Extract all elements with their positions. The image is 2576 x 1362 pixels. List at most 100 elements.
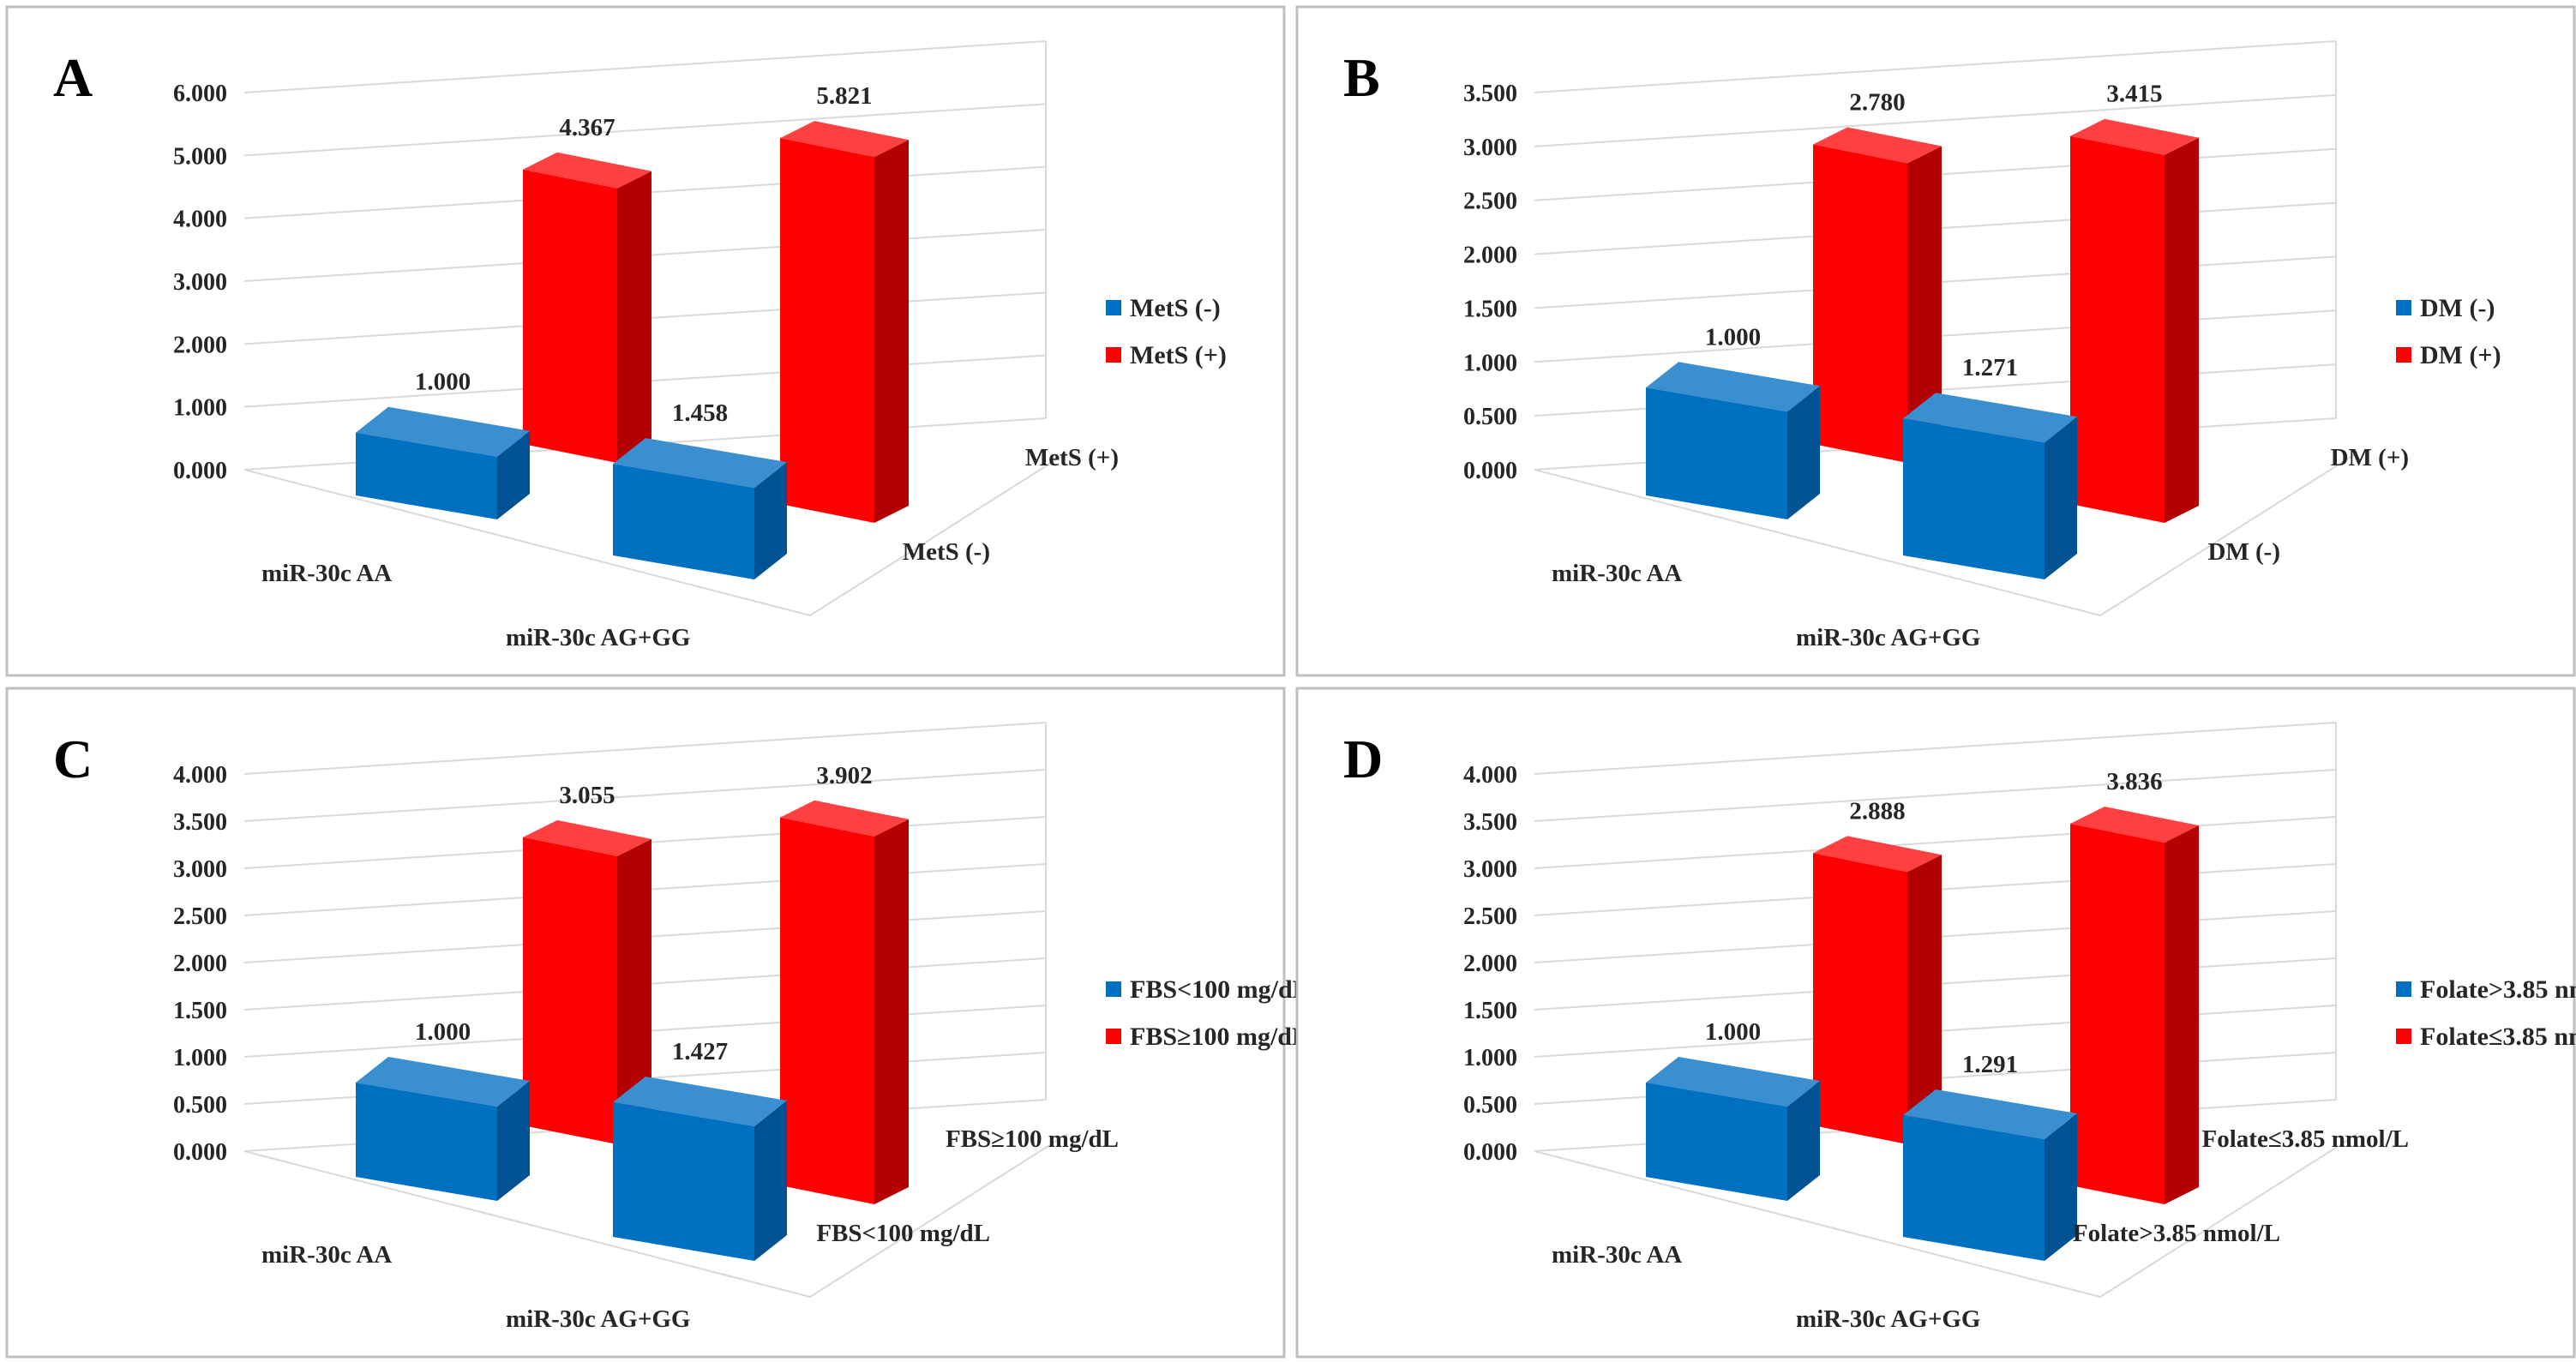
bar-top <box>2070 118 2199 155</box>
data-label: 3.055 <box>559 782 615 809</box>
legend-swatch <box>1106 347 1121 363</box>
legend-entry: Folate>3.85 nmol/L <box>2420 975 2576 1004</box>
bar-front <box>780 817 874 1204</box>
x-category-label: miR-30c AA <box>1552 1241 1682 1269</box>
bar-front <box>613 1102 754 1261</box>
y-tick-label: 0.000 <box>173 1139 227 1166</box>
y-tick-label: 3.500 <box>1463 809 1517 836</box>
y-tick-label: 2.000 <box>173 332 227 358</box>
legend-swatch <box>2396 981 2411 997</box>
x-category-label: miR-30c AG+GG <box>1796 624 1980 651</box>
data-label: 1.000 <box>415 369 471 396</box>
gridline <box>1534 40 2337 93</box>
bar-side <box>1907 146 1942 463</box>
bar-series0-cat1 <box>613 438 787 579</box>
data-label: 1.427 <box>672 1038 728 1065</box>
panel-b: 0.000 0.500 1.000 1.500 2.000 2.500 3.000 3.500… <box>1295 5 2576 677</box>
bar-top <box>1903 393 2077 443</box>
bar-top <box>613 438 787 489</box>
data-label: 1.291 <box>1962 1051 2018 1078</box>
x-category-label: miR-30c AA <box>261 1241 392 1269</box>
data-label: 1.458 <box>672 399 728 427</box>
bar-side <box>497 1081 530 1201</box>
bar-series0-cat1 <box>1903 393 2077 579</box>
y-tick-label: 2.500 <box>1463 189 1517 215</box>
legend-swatch <box>1106 300 1121 315</box>
bar-side <box>874 140 909 523</box>
bar-series1-cat1 <box>780 800 909 1204</box>
bar-series1-cat0 <box>1813 127 1942 463</box>
floor-edge <box>243 452 1068 617</box>
panel-label: D <box>1343 729 1383 789</box>
gridline <box>1534 93 2337 147</box>
y-tick-label: 3.000 <box>1463 135 1517 161</box>
y-tick-label: 4.000 <box>173 207 227 233</box>
floor-edge <box>1534 452 2358 617</box>
panel-label: C <box>53 729 93 789</box>
bar-front <box>1646 1083 1787 1201</box>
y-tick-label: 1.000 <box>173 395 227 422</box>
bar-side <box>2045 1113 2077 1261</box>
floor-edge <box>1534 1133 2358 1299</box>
y-tick-label: 3.500 <box>173 809 227 836</box>
panel-a: 0.000 1.000 2.000 3.000 4.000 5.000 6.000 4.367… <box>5 5 1286 677</box>
data-label: 2.888 <box>1849 797 1905 825</box>
bar-front <box>2070 135 2165 523</box>
y-tick-label: 0.500 <box>1463 404 1517 430</box>
y-tick-label: 3.000 <box>1463 856 1517 883</box>
depth-label: Folate>3.85 nmol/L <box>2073 1220 2280 1247</box>
y-tick-label: 1.500 <box>1463 296 1517 322</box>
bar-front <box>523 169 617 464</box>
legend-entry: DM (-) <box>2420 294 2495 322</box>
data-label: 3.415 <box>2106 81 2162 108</box>
bar-front <box>780 138 874 523</box>
gridline <box>1534 722 2337 775</box>
bar-series1-cat1 <box>2070 118 2199 523</box>
data-label: 3.902 <box>816 762 872 789</box>
data-label: 1.000 <box>1705 323 1761 351</box>
bar-series1-cat0 <box>523 819 652 1144</box>
bar-side <box>617 171 652 464</box>
bar-series0-cat0 <box>1646 1057 1820 1201</box>
depth-label: FBS<100 mg/dL <box>816 1220 990 1247</box>
bar-top <box>356 1057 530 1107</box>
x-category-label: miR-30c AA <box>261 560 392 587</box>
bar-top <box>523 152 652 189</box>
legend-swatch <box>2396 1029 2411 1044</box>
bar-front <box>356 1083 497 1201</box>
panel-label: B <box>1343 47 1380 108</box>
y-tick-label: 1.000 <box>1463 1045 1517 1071</box>
bar-top <box>2070 807 2199 843</box>
bar-side <box>617 838 652 1144</box>
depth-label: DM (-) <box>2207 538 2280 566</box>
bar-series1-cat0 <box>523 152 652 464</box>
data-label: 1.000 <box>415 1018 471 1046</box>
gridline <box>1534 816 2337 869</box>
y-tick-label: 5.000 <box>173 143 227 170</box>
gridline <box>243 722 1047 775</box>
bar-side <box>2045 417 2077 579</box>
bar-side <box>1907 855 1942 1144</box>
gridline <box>243 769 1047 822</box>
bar-series0-cat0 <box>356 1057 530 1201</box>
legend-entry: DM (+) <box>2420 341 2501 369</box>
bar-side <box>2165 137 2199 523</box>
x-category-label: miR-30c AG+GG <box>1796 1305 1980 1333</box>
bar-front <box>1646 387 1787 519</box>
legend-swatch <box>2396 300 2411 315</box>
bar-front <box>356 432 497 519</box>
floor-edge <box>243 1133 1068 1299</box>
y-tick-label: 0.000 <box>1463 458 1517 484</box>
bar-top <box>780 121 909 158</box>
bar-front <box>1813 144 1907 463</box>
x-category-label: miR-30c AG+GG <box>506 1305 690 1333</box>
bar-series1-cat1 <box>2070 807 2199 1204</box>
bar-top <box>1646 362 1820 412</box>
bar-side <box>1787 386 1820 519</box>
depth-label: Folate≤3.85 nmol/L <box>2202 1125 2409 1153</box>
bar-top <box>613 1077 787 1126</box>
data-label: 5.821 <box>816 82 872 110</box>
bar-front <box>1903 418 2045 579</box>
y-tick-label: 2.000 <box>1463 951 1517 977</box>
